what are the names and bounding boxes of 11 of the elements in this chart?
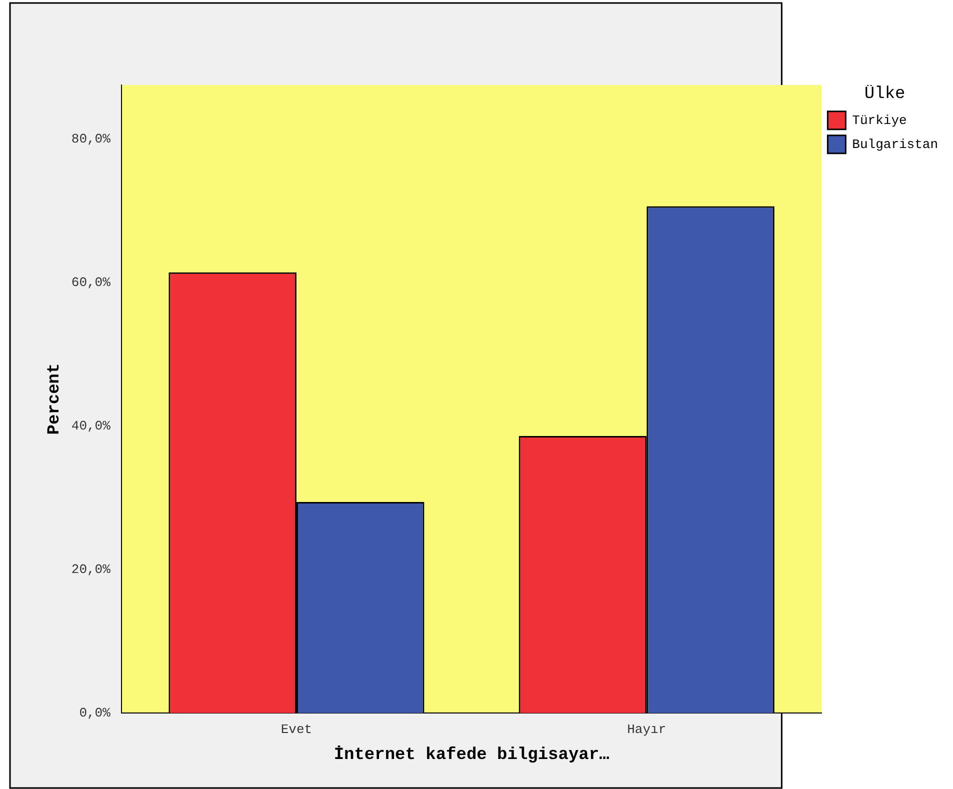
x-axis-title: İnternet kafede bilgisayar… [334,745,610,766]
x-tick-label: Hayır [627,722,666,738]
legend-label: Bulgaristan [852,136,938,152]
y-tick-label: 0,0% [79,705,111,720]
y-tick-label: 80,0% [71,131,111,146]
y-axis-title: Percent [45,363,64,435]
legend-label: Türkiye [852,112,907,128]
y-tick-label: 60,0% [71,274,111,290]
y-tick-label: 40,0% [71,418,111,434]
x-tick-label: Evet [280,722,312,738]
y-tick-label: 20,0% [71,562,111,577]
